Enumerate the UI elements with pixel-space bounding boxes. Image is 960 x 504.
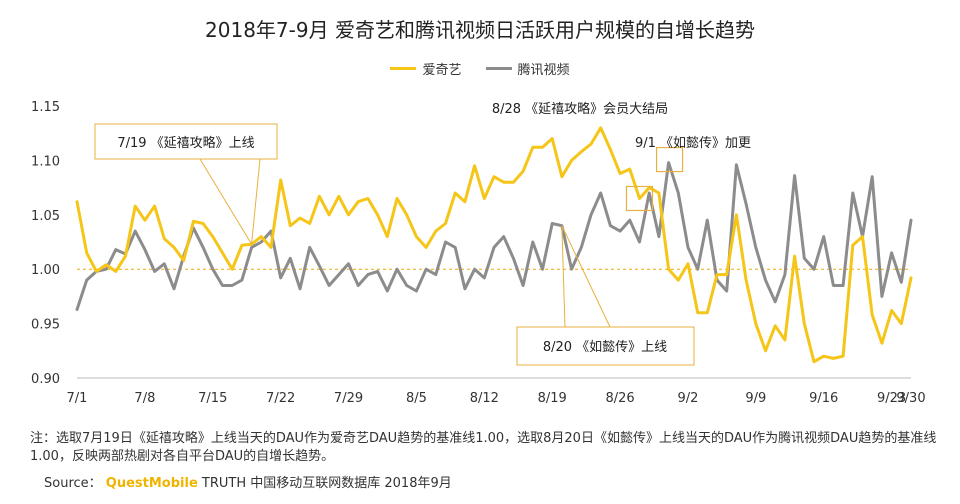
x-tick-label: 7/8 — [134, 391, 155, 406]
annotation-label: 7/19 《延禧攻略》上线 — [117, 135, 254, 151]
y-tick-label: 0.95 — [31, 318, 60, 333]
x-tick-label: 8/19 — [538, 391, 567, 406]
source-prefix: Source： — [44, 476, 102, 491]
x-tick-label: 7/22 — [266, 391, 295, 406]
x-tick-label: 9/30 — [896, 391, 925, 406]
y-tick-label: 1.05 — [31, 209, 60, 224]
annotation-leader — [251, 158, 261, 245]
series-line-iqiyi — [75, 126, 913, 364]
x-tick-label: 8/5 — [406, 391, 427, 406]
annotation-marker-box — [655, 146, 684, 173]
x-tick-label: 8/12 — [470, 391, 499, 406]
legend-item-tencent: 腾讯视频 — [485, 59, 570, 78]
annotation-leader — [561, 225, 611, 328]
annotation-label: 8/20 《如懿传》上线 — [543, 339, 667, 355]
legend-label-tencent: 腾讯视频 — [517, 63, 570, 78]
footnote: 注：选取7月19日《延禧攻略》上线当天的DAU作为爱奇艺DAU趋势的基准线1.0… — [30, 431, 937, 464]
series-line-tencent — [75, 161, 913, 311]
annotation-box — [516, 326, 695, 366]
source-rest: TRUTH 中国移动互联网数据库 2018年9月 — [201, 476, 452, 491]
x-tick-label: 7/15 — [198, 391, 227, 406]
x-tick-label: 9/23 — [877, 391, 906, 406]
source-brand: QuestMobile — [105, 476, 198, 491]
annotation-marker-box — [625, 185, 654, 212]
chart-legend: 爱奇艺 腾讯视频 — [0, 59, 960, 78]
chart-title: 2018年7-9月 爱奇艺和腾讯视频日活跃用户规模的自增长趋势 — [205, 18, 755, 42]
line-chart: 1.15 1.10 1.05 1.00 0.95 0.90 7/1 7/8 7/15 7/22 7/… — [31, 100, 926, 406]
legend-item-iqiyi: 爱奇艺 — [390, 59, 462, 78]
y-tick-label: 0.90 — [31, 372, 60, 387]
x-tick-label: 7/1 — [67, 391, 88, 406]
y-tick-label: 1.15 — [31, 100, 60, 115]
annotation-leader — [199, 158, 252, 245]
y-tick-label: 1.00 — [31, 263, 60, 278]
legend-swatch-iqiyi — [390, 67, 417, 70]
legend-label-iqiyi: 爱奇艺 — [422, 63, 462, 78]
annotation-leader — [561, 225, 566, 328]
legend-swatch-tencent — [485, 67, 512, 70]
y-tick-label: 1.10 — [31, 154, 60, 169]
annotation-label: 8/28 《延禧攻略》会员大结局 — [492, 101, 668, 117]
annotation-box — [94, 123, 278, 160]
x-tick-label: 9/2 — [677, 391, 698, 406]
annotation-label: 9/1 《如懿传》加更 — [635, 135, 751, 151]
source-line: Source： QuestMobile TRUTH 中国移动互联网数据库 201… — [44, 472, 452, 491]
x-tick-label: 7/29 — [334, 391, 363, 406]
x-tick-label: 9/16 — [809, 391, 838, 406]
x-tick-label: 9/9 — [745, 391, 766, 406]
x-tick-label: 8/26 — [605, 391, 634, 406]
